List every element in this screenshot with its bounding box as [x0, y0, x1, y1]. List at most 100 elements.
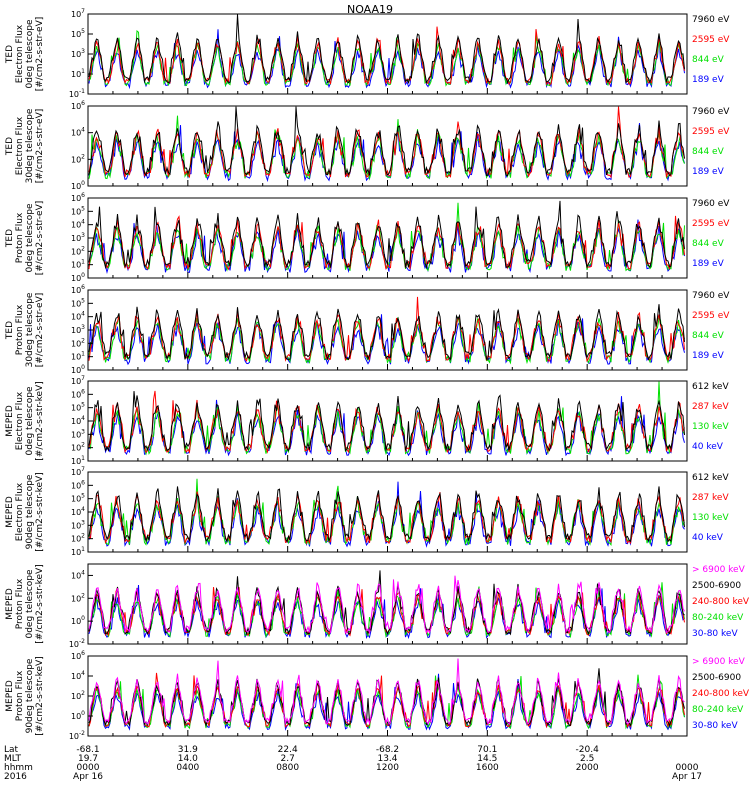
y-tick-label: 101: [71, 455, 85, 466]
y-tick-label: 102: [71, 690, 85, 701]
y-tick-label: 105: [71, 28, 85, 39]
footer-row-label: MLT: [4, 754, 22, 764]
y-tick-label: 103: [71, 232, 85, 243]
legend-entry: 612 keV: [692, 473, 729, 483]
series-612-kev: [88, 391, 685, 452]
y-tick-label: 100: [71, 710, 85, 721]
y-tick-label: 100: [71, 272, 85, 283]
footer-cell: 13.4: [377, 754, 397, 764]
y-axis-label: TEDElectron Flux0deg telescope[#/cm2-s-s…: [5, 17, 45, 92]
y-axis-label: TEDProton Flux0deg telescope[#/cm2-s-str…: [5, 201, 45, 276]
footer-cell: 19.7: [78, 754, 98, 764]
series--6900-kev: [88, 575, 685, 635]
y-tick-label: 105: [71, 493, 85, 504]
legend-entry: 240-800 keV: [692, 689, 750, 699]
y-tick-label: 102: [71, 337, 85, 348]
series-2595-ev: [88, 106, 685, 179]
panel-2: 100 102 104 106 TEDElectron Flux30deg telesc…: [5, 100, 730, 191]
panel-6: 101 102 103 104 105 106 107 MEPEDElectron Flux9…: [5, 466, 729, 557]
legend-entry: 2500-6900: [692, 581, 741, 591]
footer-row-label: Lat: [4, 745, 19, 755]
footer-cell: 14.5: [477, 754, 497, 764]
legend-entry: 240-800 keV: [692, 597, 750, 607]
footer-cell: 0800: [276, 763, 299, 773]
legend-entry: 189 eV: [692, 351, 725, 361]
series-7960-ev: [88, 200, 685, 270]
y-tick-label: 103: [71, 519, 85, 530]
footer-row-label: 2016: [4, 772, 27, 782]
footer-cell: Apr 16: [73, 772, 103, 782]
legend-entry: 7960 eV: [692, 199, 730, 209]
y-tick-label: 104: [71, 670, 85, 681]
y-tick-label: 104: [71, 569, 85, 580]
y-tick-label: 106: [71, 284, 85, 295]
y-tick-label: 104: [71, 415, 85, 426]
y-tick-label: 102: [71, 245, 85, 256]
y-tick-label: 103: [71, 48, 85, 59]
footer-cell: 0000: [676, 763, 699, 773]
footer-row-label: hhmm: [4, 763, 33, 773]
y-tick-label: 106: [71, 479, 85, 490]
legend-entry: 2595 eV: [692, 219, 730, 229]
y-axis-label: TEDElectron Flux30deg telescope[#/cm2-s-…: [5, 108, 45, 183]
legend-entry: 2500-6900: [692, 673, 741, 683]
panel-3: 100 101 102 103 104 105 106 TEDProton Flux0deg …: [5, 192, 730, 283]
y-tick-label: 104: [71, 311, 85, 322]
footer-cell: 1600: [476, 763, 499, 773]
series-7960-ev: [88, 14, 685, 85]
y-tick-label: 100: [71, 615, 85, 626]
legend-entry: 612 keV: [692, 382, 729, 392]
y-axis-label: TEDProton Flux30deg telescope[#/cm2-s-st…: [5, 292, 45, 367]
legend-entry: 40 keV: [692, 533, 724, 543]
legend-entry: 130 keV: [692, 422, 729, 432]
y-tick-label: 105: [71, 205, 85, 216]
footer-cell: -68.2: [376, 745, 399, 755]
y-tick-label: 103: [71, 428, 85, 439]
legend-entry: 287 keV: [692, 402, 729, 412]
legend-entry: 844 eV: [692, 331, 725, 341]
legend-entry: 40 keV: [692, 442, 724, 452]
y-tick-label: 106: [71, 100, 85, 111]
series--6900-kev: [88, 658, 685, 726]
legend-entry: 7960 eV: [692, 15, 730, 25]
footer-cell: 31.9: [178, 745, 198, 755]
y-tick-label: 102: [71, 533, 85, 544]
panel-8: 10-2 100 102 104 106 MEPEDProton Flux90deg te…: [5, 650, 750, 741]
y-tick-label: 107: [71, 466, 85, 477]
footer-cell: 0000: [77, 763, 100, 773]
panel-7: 10-2 100 102 104 MEPEDProton Flux0deg telesc…: [5, 563, 750, 649]
legend-entry: 2595 eV: [692, 311, 730, 321]
y-axis-label: MEPEDProton Flux90deg telescope[#/cm2-s-…: [5, 656, 45, 735]
footer-cell: -68.1: [76, 745, 99, 755]
series-2500-6900: [88, 570, 685, 636]
footer-cell: 2000: [576, 763, 599, 773]
legend-entry: 7960 eV: [692, 291, 730, 301]
y-tick-label: 104: [71, 127, 85, 138]
y-tick-label: 101: [71, 546, 85, 557]
y-tick-label: 100: [71, 364, 85, 375]
series-2595-ev: [88, 215, 685, 271]
legend-entry: 2595 eV: [692, 127, 730, 137]
y-tick-label: 107: [71, 8, 85, 19]
y-axis-label: MEPEDElectron Flux0deg telescope[#/cm2-s…: [5, 381, 45, 460]
chart-title: NOAA19: [347, 3, 393, 16]
footer-cell: 2.7: [281, 754, 295, 764]
y-tick-label: 104: [71, 219, 85, 230]
legend-entry: 7960 eV: [692, 107, 730, 117]
y-tick-label: 10-1: [69, 88, 85, 99]
legend-entry: 844 eV: [692, 147, 725, 157]
y-tick-label: 102: [71, 153, 85, 164]
series-40-kev: [88, 481, 685, 548]
y-axis-label: MEPEDElectron Flux90deg telescope[#/cm2-…: [5, 472, 45, 551]
y-tick-label: 100: [71, 180, 85, 191]
legend-entry: > 6900 keV: [692, 565, 746, 575]
series-287-kev: [88, 390, 685, 454]
y-tick-label: 101: [71, 351, 85, 362]
panel-5: 101 102 103 104 105 106 107 MEPEDElectron Flux0…: [5, 375, 729, 466]
y-tick-label: 104: [71, 506, 85, 517]
y-tick-label: 106: [71, 388, 85, 399]
legend-entry: 30-80 keV: [692, 629, 738, 639]
footer-cell: 14.0: [178, 754, 198, 764]
y-tick-label: 103: [71, 324, 85, 335]
